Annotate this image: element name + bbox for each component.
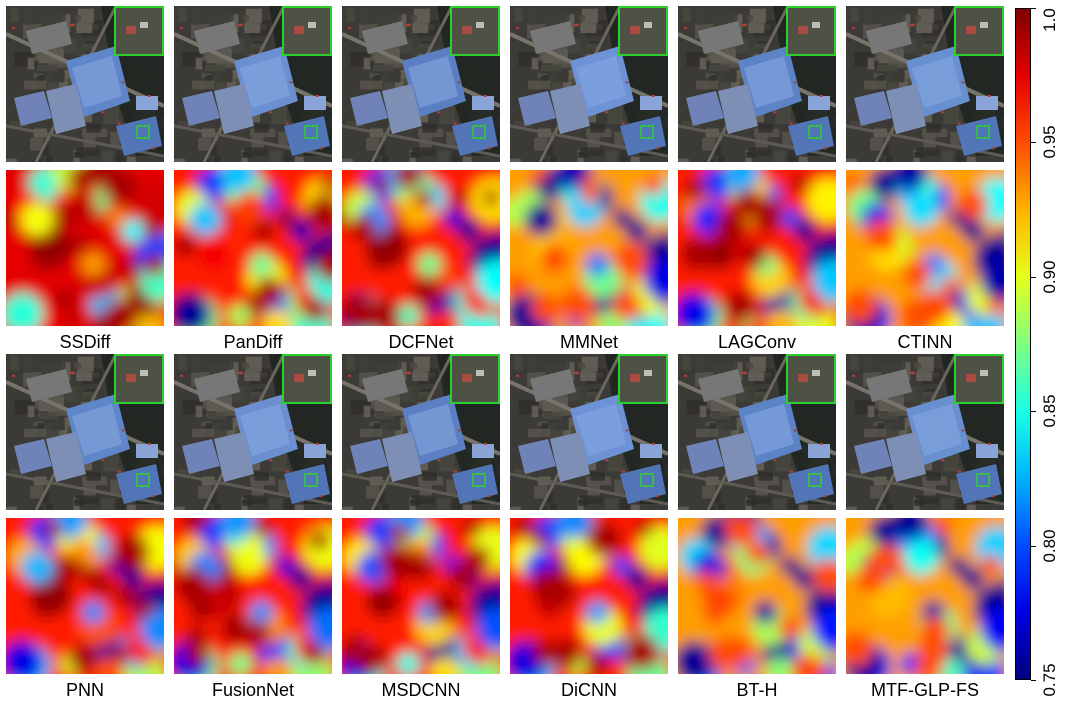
colorbar [1015,8,1031,680]
satellite-image [678,354,836,510]
method-label: MMNet [560,332,618,352]
colorbar-tick-mark [1031,680,1036,681]
satellite-image [342,6,500,162]
colorbar-tick-mark [1031,276,1036,278]
error-heatmap [342,518,500,674]
satellite-image [174,354,332,510]
colorbar-tick-label: 0.80 [1040,529,1059,563]
method-label: MTF-GLP-FS [871,680,979,700]
method-label: MSDCNN [381,680,461,700]
satellite-image [846,6,1004,162]
error-heatmap [678,170,836,326]
colorbar-tick-label: 1.0 [1040,8,1059,32]
method-label: DCFNet [388,332,454,352]
satellite-image [342,354,500,510]
error-heatmap [6,170,164,326]
error-heatmap [510,518,668,674]
error-heatmap [510,170,668,326]
satellite-image [510,354,668,510]
colorbar-tick-mark [1031,8,1036,9]
satellite-image [174,6,332,162]
satellite-image [6,6,164,162]
colorbar-tick-label: 0.85 [1040,394,1059,428]
colorbar-tick-mark [1031,142,1036,144]
method-label: CTINN [897,332,953,352]
error-heatmap [678,518,836,674]
error-heatmap [846,170,1004,326]
satellite-image [6,354,164,510]
satellite-image [678,6,836,162]
satellite-image [510,6,668,162]
colorbar-tick-mark [1031,545,1036,547]
colorbar-tick-label: 0.95 [1040,125,1059,159]
colorbar-tick-label: 0.75 [1040,663,1059,697]
method-label: DiCNN [561,680,617,700]
error-heatmap [174,518,332,674]
method-label: SSDiff [59,332,111,352]
satellite-image [846,354,1004,510]
method-label: PanDiff [223,332,283,352]
method-label: LAGConv [717,332,797,352]
error-heatmap [342,170,500,326]
colorbar-tick-label: 0.90 [1040,260,1059,294]
error-heatmap [846,518,1004,674]
colorbar-tick-mark [1031,411,1036,413]
error-heatmap [6,518,164,674]
method-label: BT-H [736,680,778,700]
method-label: PNN [65,680,104,700]
method-label: FusionNet [211,680,295,700]
error-heatmap [174,170,332,326]
